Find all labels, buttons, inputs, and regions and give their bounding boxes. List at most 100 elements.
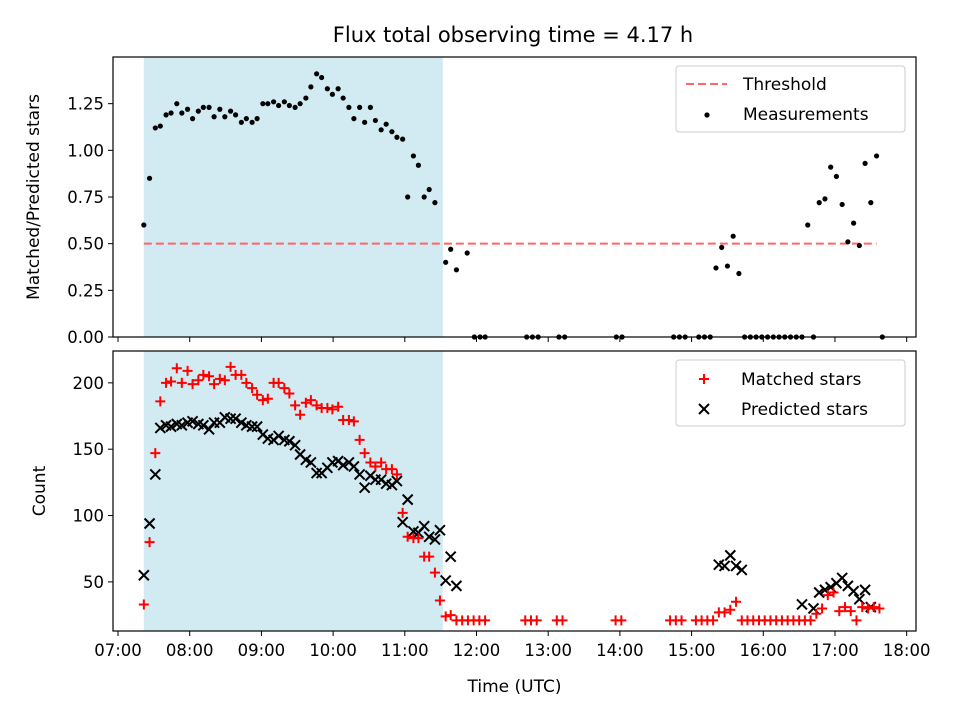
time-x-axis-label: Time (UTC): [467, 677, 562, 697]
measurement-point: [736, 270, 742, 277]
y-tick-label: 50: [83, 573, 104, 592]
measurement-point: [271, 99, 277, 105]
predicted-star-point: [847, 585, 860, 597]
measurement-point: [383, 121, 389, 127]
measurement-point: [168, 110, 174, 116]
legend-predicted-label: Predicted stars: [741, 400, 868, 420]
measurement-point: [713, 265, 719, 271]
measurement-point: [163, 112, 169, 118]
measurement-point: [389, 129, 395, 135]
predicted-star-point: [401, 493, 414, 506]
measurement-point: [828, 164, 834, 170]
matched-star-point: [480, 615, 491, 626]
count-legend: Matched stars Predicted stars: [675, 359, 906, 427]
legend-matched-label: Matched stars: [741, 370, 861, 390]
x-tick-label: 11:00: [381, 641, 429, 660]
y-tick-label: 100: [73, 507, 105, 526]
matched-star-point: [862, 603, 873, 614]
predicted-star-point: [149, 468, 162, 481]
measurement-point: [189, 116, 196, 122]
y-tick-label: 1.00: [67, 141, 104, 160]
ratio-y-ticks: 0.00 0.25 0.50 0.75 1.00 1.25: [67, 95, 113, 347]
predicted-star-point: [736, 564, 748, 576]
count-x-ticks: 07:00 08:00 09:00 10:00 11:00 12:00 13:00 14:00…: [94, 631, 930, 660]
matched-star-point: [354, 434, 365, 445]
matched-star-point: [845, 606, 856, 617]
matched-star-point: [557, 615, 568, 626]
measurement-point: [453, 267, 460, 273]
matched-star-point: [828, 587, 839, 598]
predicted-star-point: [203, 423, 215, 436]
measurement-point: [238, 119, 244, 125]
matched-star-point: [187, 379, 198, 390]
matched-star-point: [851, 615, 862, 626]
figure-title: Flux total observing time = 4.17 h: [333, 23, 693, 47]
predicted-star-point: [450, 580, 463, 592]
observing-window-span: [143, 351, 443, 631]
legend-predicted-swatch: [698, 403, 710, 415]
y-tick-label: 150: [73, 440, 105, 459]
matched-star-point: [424, 551, 435, 562]
predicted-star-point: [224, 412, 237, 425]
measurement-point: [357, 104, 363, 110]
matched-star-point: [257, 395, 268, 406]
measurement-point: [217, 106, 223, 112]
matched-star-point: [219, 375, 230, 386]
measurement-point: [146, 175, 153, 181]
predicted-star-point: [859, 584, 871, 596]
matched-star-point: [348, 416, 359, 427]
matched-star-point: [429, 567, 440, 578]
matched-star-point: [209, 379, 220, 390]
measurement-point: [415, 162, 422, 168]
measurement-point: [443, 259, 449, 265]
x-tick-label: 18:00: [883, 641, 931, 660]
measurement-point: [851, 220, 857, 226]
predicted-star-point: [310, 467, 323, 479]
measurement-point: [303, 95, 309, 101]
measurement-point: [822, 196, 828, 202]
matched-stars-points: [138, 361, 885, 626]
measurement-point: [378, 127, 384, 133]
measurement-point: [152, 125, 158, 131]
predicted-star-point: [796, 598, 808, 611]
predicted-star-point: [272, 430, 285, 442]
matched-star-point: [225, 361, 236, 372]
observing-window-span: [143, 57, 443, 337]
legend-measurements-swatch: [704, 112, 710, 118]
matched-star-point: [445, 610, 456, 621]
legend-predicted-marker: [698, 403, 710, 415]
predicted-star-point: [165, 420, 177, 433]
ratio-panel: 0.00 0.25 0.50 0.75 1.00 1.25 Matched/Predict…: [24, 56, 917, 347]
measurement-point: [286, 102, 292, 109]
predicted-star-point: [337, 459, 349, 471]
matched-star-point: [386, 464, 397, 475]
y-tick-label: 0.00: [67, 328, 104, 347]
measurement-point: [200, 104, 206, 110]
predicted-star-point: [353, 468, 366, 481]
matched-star-point: [531, 615, 542, 626]
measurement-point: [405, 194, 411, 200]
count-y-ticks: 50 100 150 200: [73, 374, 113, 592]
matched-star-point: [273, 377, 284, 388]
matched-star-point: [290, 400, 301, 411]
ratio-legend-box: [675, 65, 906, 133]
x-tick-label: 10:00: [309, 641, 357, 660]
measurement-point: [833, 173, 840, 180]
matched-star-point: [708, 615, 719, 626]
x-tick-label: 15:00: [668, 641, 716, 660]
ratio-legend: Threshold Measurements: [675, 65, 906, 133]
predicted-star-point: [813, 586, 825, 599]
x-tick-label: 09:00: [238, 641, 286, 660]
measurement-point: [157, 123, 163, 129]
predicted-star-point: [730, 560, 742, 572]
measurement-point: [265, 101, 271, 107]
predicted-star-point: [305, 456, 317, 469]
matched-star-point: [204, 371, 215, 382]
matched-star-point: [305, 395, 316, 406]
measurement-point: [174, 101, 180, 107]
matched-star-point: [805, 615, 816, 626]
measurement-point: [292, 104, 298, 110]
measurement-point: [227, 108, 234, 114]
y-tick-label: 200: [73, 374, 105, 393]
measurement-point: [179, 110, 185, 116]
